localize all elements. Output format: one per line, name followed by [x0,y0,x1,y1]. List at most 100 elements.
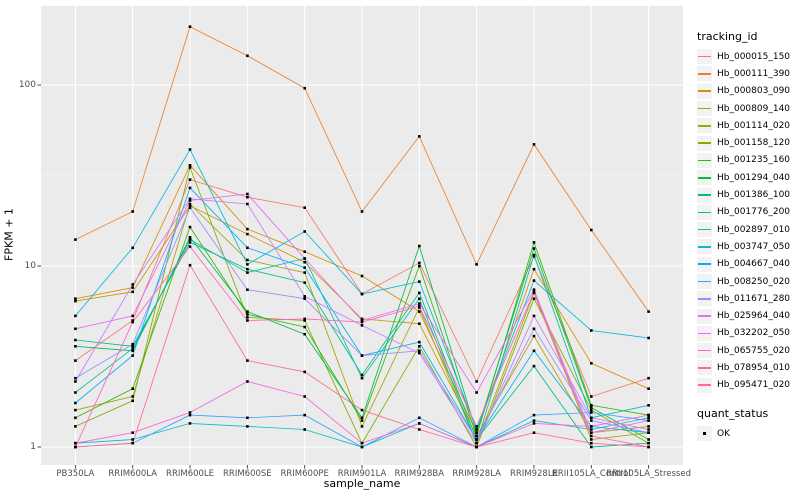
legend-line-swatch-icon [698,246,711,248]
data-point [360,408,364,412]
legend-item-Hb_001114_020: Hb_001114_020 [697,117,799,134]
legend-key [697,274,712,289]
data-point [418,416,421,420]
data-point [131,314,134,318]
data-point [131,431,134,434]
legend-line-swatch-icon [698,194,711,196]
legend-label: Hb_032202_050 [717,328,791,339]
legend-item-ok: OK [697,425,799,442]
data-point [647,404,650,407]
data-point [246,195,249,199]
legend-key [697,118,712,134]
legend-key [697,222,712,238]
x-tick-label: RRIM600PE [280,469,329,479]
data-point [131,345,134,348]
data-point [647,310,650,313]
data-point [475,445,478,449]
data-point [532,255,536,258]
data-point [246,380,249,383]
data-point [74,238,77,241]
legend-line-swatch-icon [698,332,711,335]
data-point [532,290,536,294]
legend-line-swatch-icon [698,228,711,231]
data-point [360,416,364,420]
data-point [74,359,77,362]
x-tick-label: RRIM928LA [452,469,501,479]
data-point [74,338,77,342]
data-point [131,246,134,250]
legend-item-Hb_000015_150: Hb_000015_150 [697,48,799,65]
legend-item-Hb_000111_390: Hb_000111_390 [697,65,799,82]
data-point [188,413,192,417]
legend-label: Hb_078954_010 [717,362,791,373]
legend-line-swatch-icon [698,55,711,58]
data-point [246,232,249,236]
data-point [590,438,593,441]
legend-label: Hb_000803_090 [717,86,791,97]
legend-item-Hb_000809_140: Hb_000809_140 [697,100,799,117]
legend-key [697,360,712,376]
x-tick-label: RRIM928BA [394,469,445,479]
x-tick-label: RRIM901LA [337,469,387,479]
data-point [188,164,192,167]
x-axis-title: sample_name [323,477,401,490]
data-point [590,434,593,438]
data-point [188,241,192,244]
data-point [590,445,593,449]
legend-key [697,308,712,324]
data-point [418,310,421,313]
data-point [188,202,192,206]
legend-label: Hb_001114_020 [717,120,791,131]
data-point [475,441,478,445]
legend-title-tracking-id: tracking_id [697,30,758,43]
legend-item-Hb_025964_040: Hb_025964_040 [697,307,799,324]
y-tick-label: 10 [24,261,36,271]
data-point [74,314,77,318]
y-tick-label: 1 [30,442,36,452]
data-point [360,320,364,324]
data-point [590,419,593,422]
legend-line-swatch-icon [698,107,711,110]
legend-label: Hb_001235_160 [717,155,791,166]
data-point [74,391,77,394]
x-tick-label: RRIM600LE [166,469,215,479]
data-point [303,413,306,417]
x-tick-label: RRII105LA_Control [551,469,631,479]
legend: tracking_id Hb_000015_150 Hb_000111_390 Hb… [697,30,799,442]
legend-item-Hb_004667_040: Hb_004667_040 [697,256,799,273]
data-point [532,413,536,417]
data-point [360,354,364,357]
legend-line-swatch-icon [698,263,711,265]
legend-key [697,343,712,359]
legend-line-swatch-icon [698,159,711,162]
data-point [475,438,478,441]
data-point [246,319,249,322]
legend-key [697,291,712,307]
legend-label: Hb_000015_150 [717,51,791,62]
data-point [131,286,134,289]
data-point [590,411,593,414]
data-point [246,359,249,362]
data-point [303,206,306,209]
legend-key [697,325,712,341]
legend-line-swatch-icon [698,211,711,214]
data-point [647,376,650,380]
data-point [303,266,306,269]
data-point [418,297,421,300]
legend-item-Hb_001776_200: Hb_001776_200 [697,204,799,221]
data-point [131,438,134,441]
data-point [532,334,536,338]
data-point [188,411,192,414]
data-point [532,327,536,331]
legend-label: Hb_011671_280 [717,293,791,304]
legend-item-Hb_008250_020: Hb_008250_020 [697,273,799,290]
data-point [418,244,421,248]
y-axis-title: FPKM + 1 [2,208,16,261]
legend-label: Hb_065755_020 [717,345,791,356]
data-point [360,419,364,422]
data-point [532,253,536,257]
data-point [475,391,478,394]
legend-line-swatch-icon [698,176,711,179]
legend-label-ok: OK [717,428,730,439]
legend-label: Hb_001776_200 [717,207,791,218]
